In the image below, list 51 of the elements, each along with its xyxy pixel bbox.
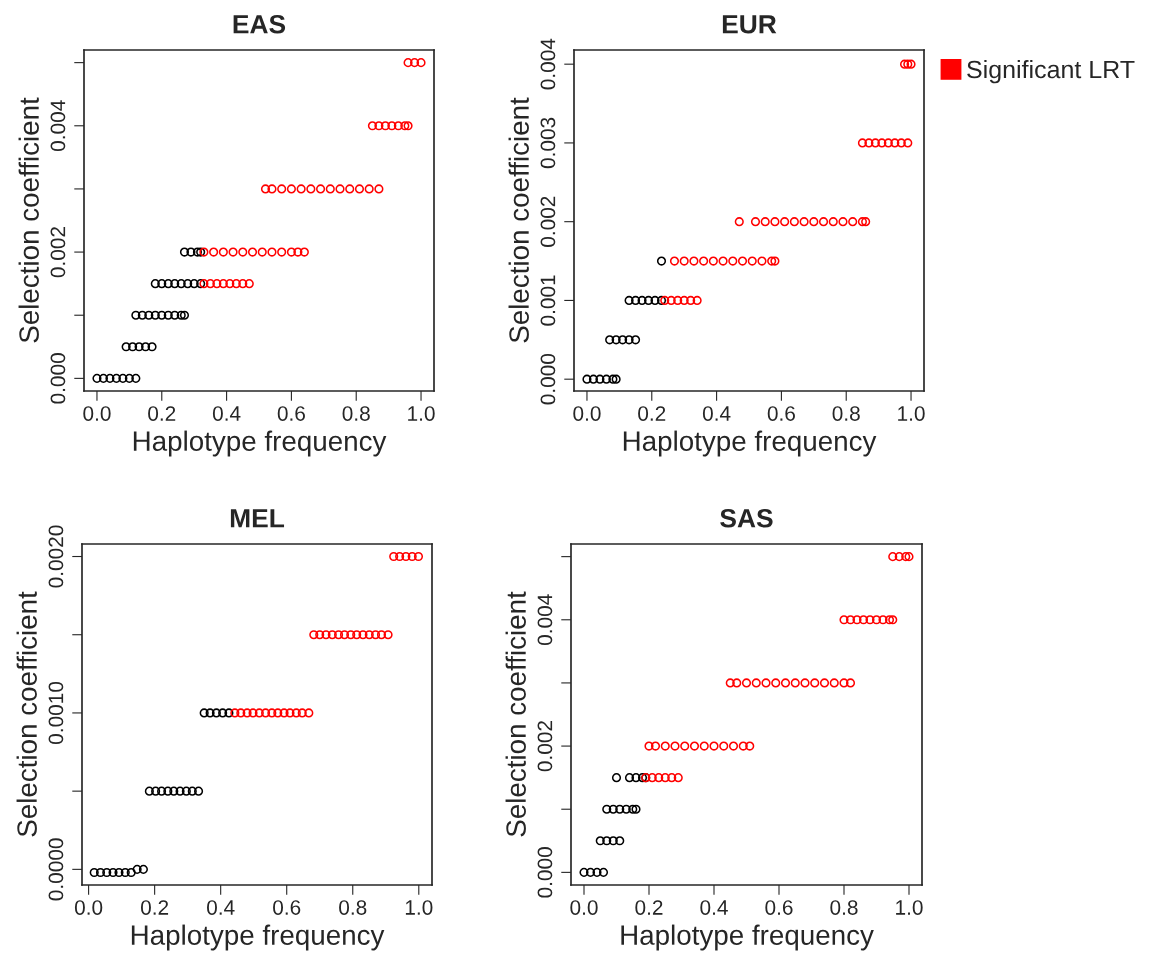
- x-tick-label: 0.4: [207, 900, 235, 915]
- x-tick-label: 1.0: [408, 406, 435, 421]
- x-tick-label: 0.6: [767, 406, 795, 421]
- y-axis-title: Selection coefficient: [16, 591, 37, 837]
- y-tick-label: 0.000: [540, 353, 556, 405]
- y-tick-label: 0.000: [537, 847, 553, 898]
- x-tick-label: 0.0: [573, 406, 601, 421]
- y-axis-title: Selection coefficient: [508, 97, 529, 343]
- x-tick-label: 1.0: [405, 900, 433, 915]
- y-tick-label: 0.004: [50, 100, 66, 152]
- chart-title: SAS: [720, 508, 773, 528]
- x-tick-label: 0.6: [277, 406, 305, 421]
- y-tick-label: 0.0020: [48, 525, 64, 588]
- x-axis-title: Haplotype frequency: [623, 430, 877, 457]
- x-tick-label: 0.8: [830, 900, 858, 915]
- y-tick-label: 0.002: [50, 227, 66, 278]
- x-tick-label: 0.2: [140, 900, 169, 915]
- y-axis-title: Selection coefficient: [18, 97, 39, 343]
- y-tick-label: 0.001: [540, 275, 556, 326]
- x-tick-label: 0.2: [638, 406, 666, 421]
- x-tick-label: 0.4: [212, 406, 241, 421]
- x-tick-label: 0.8: [832, 406, 860, 421]
- x-tick-label: 0.4: [702, 406, 731, 421]
- x-tick-label: 0.2: [148, 406, 176, 421]
- y-tick-label: 0.004: [537, 594, 553, 646]
- x-tick-label: 0.6: [765, 900, 793, 915]
- x-tick-label: 0.4: [700, 900, 728, 915]
- y-tick-label: 0.004: [540, 38, 556, 90]
- legend-label: Significant LRT: [967, 60, 1135, 84]
- x-tick-label: 0.0: [570, 900, 598, 915]
- x-tick-label: 0.0: [83, 406, 111, 421]
- chart-title: EUR: [722, 15, 777, 34]
- x-tick-label: 0.2: [635, 900, 663, 915]
- y-tick-label: 0.002: [540, 196, 556, 247]
- chart-title: MEL: [230, 509, 285, 528]
- x-tick-label: 0.8: [339, 900, 367, 915]
- x-axis-title: Haplotype frequency: [133, 430, 387, 457]
- x-tick-label: 1.0: [898, 406, 925, 421]
- y-tick-label: 0.000: [50, 353, 66, 404]
- chart-title: EAS: [233, 14, 286, 34]
- x-tick-label: 0.6: [273, 900, 301, 915]
- y-tick-label: 0.0000: [48, 838, 64, 901]
- x-axis-title: Haplotype frequency: [131, 924, 385, 951]
- y-tick-label: 0.002: [537, 721, 553, 772]
- x-tick-label: 1.0: [896, 900, 923, 915]
- x-tick-label: 0.8: [342, 406, 370, 421]
- x-axis-title: Haplotype frequency: [621, 924, 874, 951]
- y-tick-label: 0.003: [540, 117, 556, 169]
- x-tick-label: 0.0: [74, 900, 103, 915]
- y-tick-label: 0.0010: [48, 681, 64, 744]
- y-axis-title: Selection coefficient: [505, 591, 526, 837]
